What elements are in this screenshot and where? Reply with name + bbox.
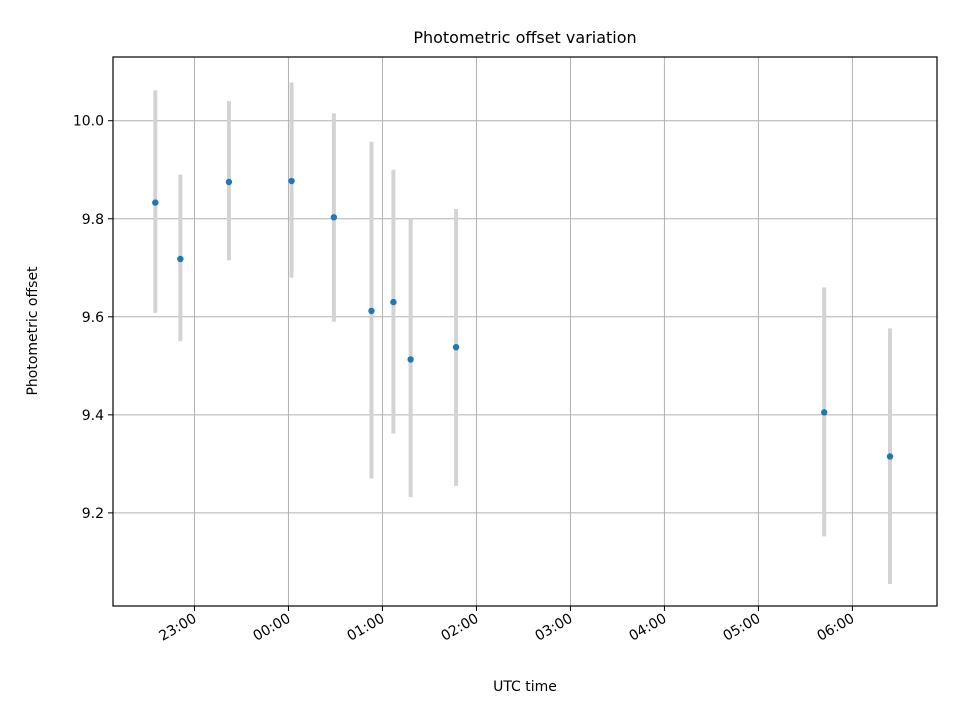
x-tick-label: 23:00	[157, 611, 200, 645]
y-tick-label: 9.4	[82, 408, 104, 424]
x-tick-label: 06:00	[814, 611, 857, 645]
errorbar-layer	[153, 82, 893, 584]
y-axis-ticks: 9.2 9.4 9.6 9.8 10.0	[73, 114, 113, 522]
data-point	[821, 409, 828, 416]
chart-title: Photometric offset variation	[413, 28, 636, 47]
plot-frame	[112, 56, 938, 607]
data-point	[407, 356, 414, 363]
x-axis-label: UTC time	[493, 679, 557, 695]
x-tick-label: 04:00	[626, 611, 669, 645]
x-tick-label: 05:00	[720, 611, 763, 645]
y-tick-label: 9.6	[82, 310, 104, 326]
data-point	[152, 199, 159, 206]
data-point	[452, 343, 460, 351]
data-point	[225, 178, 233, 186]
data-point	[177, 255, 184, 263]
x-tick-label: 01:00	[344, 611, 387, 645]
data-point	[330, 214, 338, 221]
y-axis-label: Photometric offset	[25, 266, 41, 396]
data-point	[288, 177, 295, 185]
point-layer	[152, 177, 894, 460]
y-tick-label: 9.8	[82, 212, 104, 228]
x-tick-label: 03:00	[532, 611, 575, 645]
x-tick-label: 02:00	[438, 611, 481, 645]
y-tick-label: 10.0	[73, 114, 104, 130]
data-point	[886, 453, 894, 460]
x-axis-ticks: 23:00 00:00 01:00 02:00 03:00 04:00 05:00 06:00	[157, 606, 857, 645]
y-tick-label: 9.2	[82, 506, 104, 522]
data-point	[390, 298, 397, 306]
grid	[113, 57, 937, 606]
data-point	[368, 307, 375, 315]
x-tick-label: 00:00	[251, 611, 294, 645]
